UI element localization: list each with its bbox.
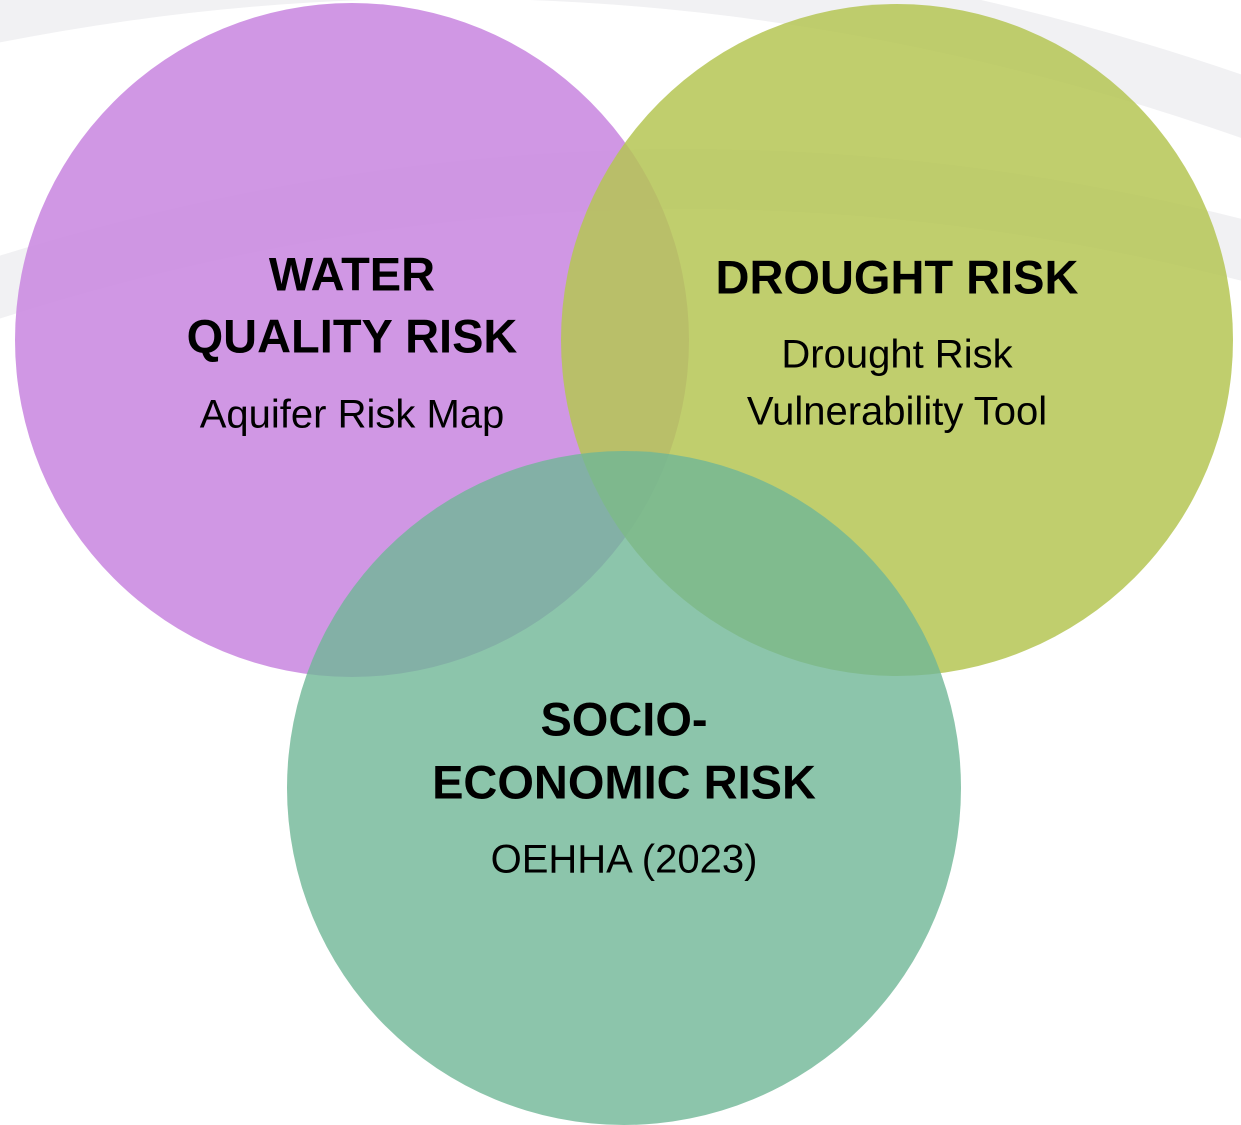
node-title: QUALITY RISK bbox=[187, 309, 518, 362]
node-subtitle: Drought Risk bbox=[781, 333, 1013, 377]
circle-socio-economic bbox=[287, 451, 961, 1125]
node-title: DROUGHT RISK bbox=[716, 250, 1079, 303]
node-title: SOCIO- bbox=[540, 692, 707, 745]
node-subtitle: OEHHA (2023) bbox=[491, 838, 758, 882]
node-subtitle: Aquifer Risk Map bbox=[200, 393, 505, 437]
node-subtitle: Vulnerability Tool bbox=[747, 390, 1047, 434]
node-title: ECONOMIC RISK bbox=[432, 755, 816, 808]
arc bbox=[0, 0, 1241, 138]
node-title: WATER bbox=[269, 247, 435, 300]
